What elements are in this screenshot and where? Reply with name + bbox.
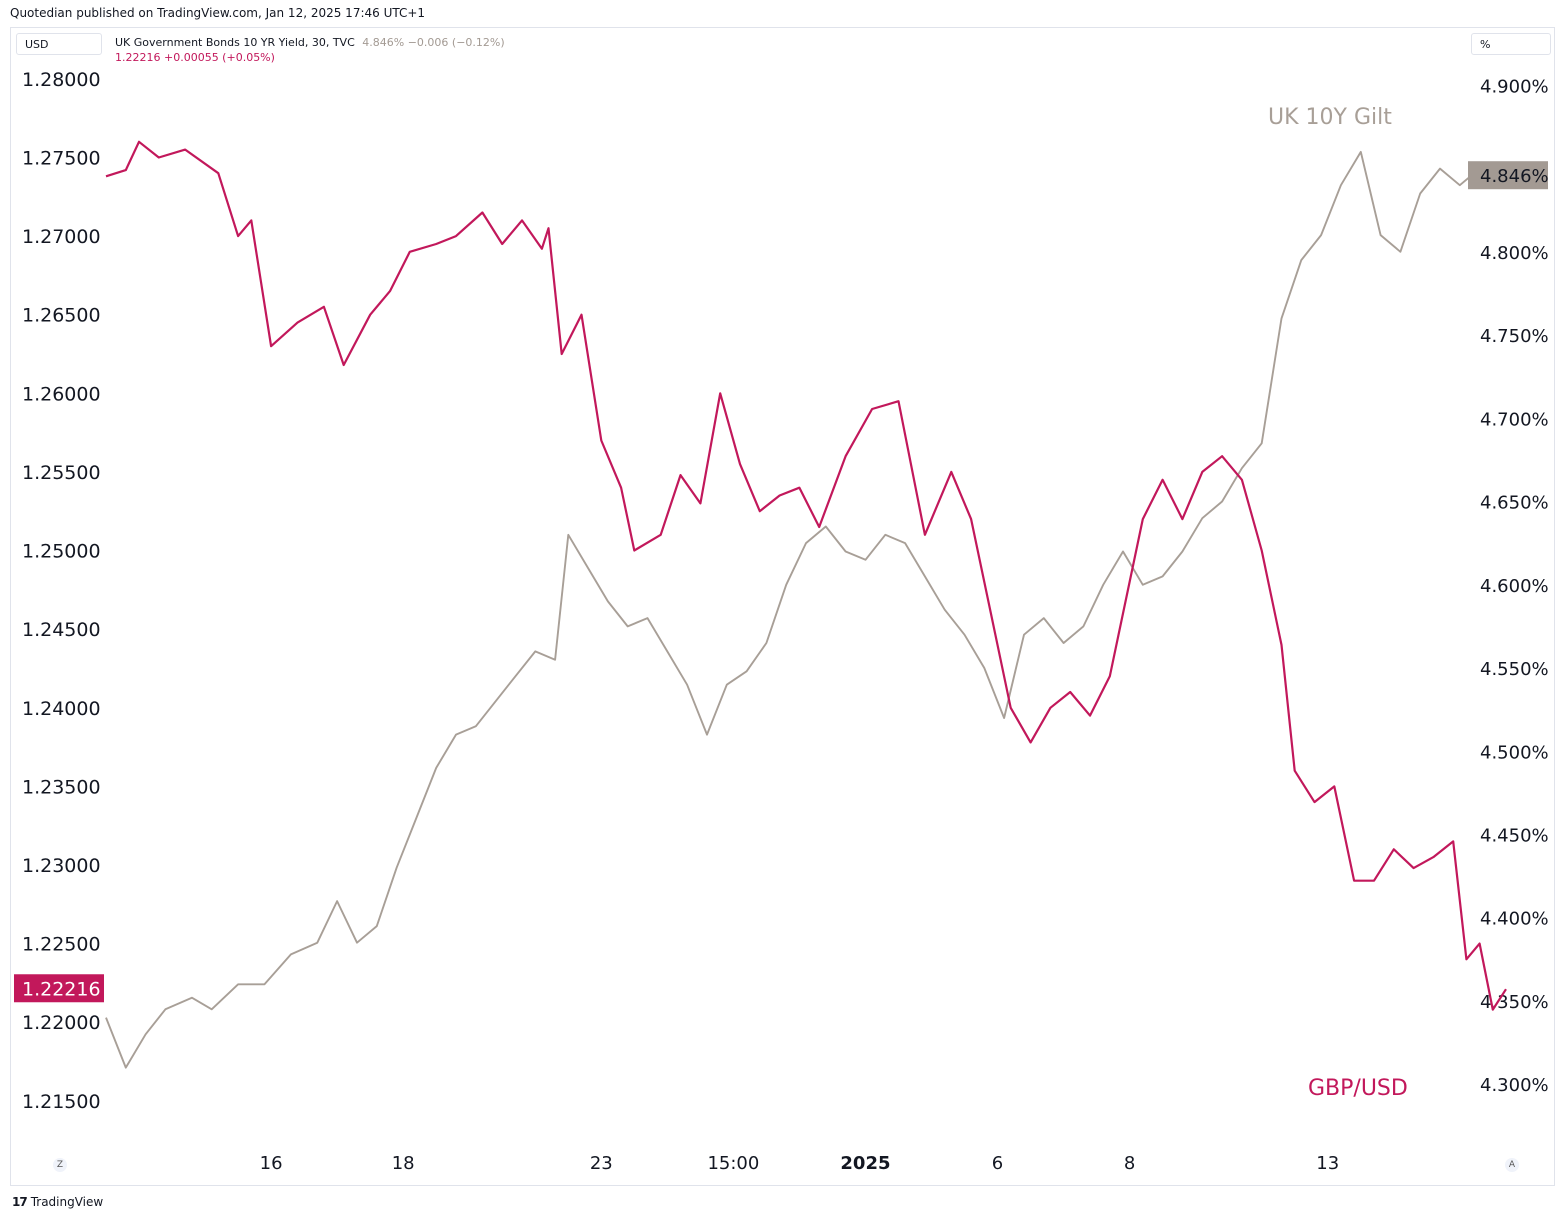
gilt-last-value-badge xyxy=(1468,161,1548,190)
left-tick-label: 1.27500 xyxy=(22,147,101,169)
left-tick-label: 1.23500 xyxy=(22,776,101,798)
left-tick-label: 1.26000 xyxy=(22,383,101,405)
right-price-axis[interactable]: 4.900%4.850%4.800%4.750%4.700%4.650%4.60… xyxy=(1480,76,1549,1096)
left-unit-selector[interactable]: USD xyxy=(16,33,102,55)
left-tick-label: 1.25500 xyxy=(22,462,101,484)
right-tick-label: 4.300% xyxy=(1480,1075,1549,1096)
right-tick-label: 4.600% xyxy=(1480,576,1549,597)
right-tick-label: 4.350% xyxy=(1480,992,1549,1013)
gbpusd-line xyxy=(105,140,1507,1011)
x-tick-label: 8 xyxy=(1124,1153,1135,1174)
x-tick-label: 6 xyxy=(992,1153,1003,1174)
series-layer xyxy=(105,140,1507,1069)
tradingview-logo-icon[interactable]: 17 xyxy=(12,1195,28,1209)
gbpusd-annotation: GBP/USD xyxy=(1308,1076,1408,1101)
publisher-line: Quotedian published on TradingView.com, … xyxy=(10,6,426,20)
right-tick-label: 4.500% xyxy=(1480,742,1549,763)
x-tick-label: 23 xyxy=(590,1153,613,1174)
left-tick-label: 1.25000 xyxy=(22,541,101,563)
x-tick-label: 16 xyxy=(260,1153,283,1174)
right-tick-label: 4.400% xyxy=(1480,909,1549,930)
right-tick-label: 4.900% xyxy=(1480,76,1549,97)
left-tick-label: 1.21500 xyxy=(22,1091,101,1113)
right-tick-label: 4.450% xyxy=(1480,826,1549,847)
auto-scale-right-button[interactable]: A xyxy=(1505,1158,1519,1172)
series-legend: UK Government Bonds 10 YR Yield, 30, TVC… xyxy=(115,35,505,65)
x-tick-label: 15:00 xyxy=(707,1153,759,1174)
legend-gilt-values: 4.846% −0.006 (−0.12%) xyxy=(362,36,505,49)
chart-frame xyxy=(10,27,1555,1186)
right-tick-label: 4.800% xyxy=(1480,243,1549,264)
gbpusd-last-value-label: 1.22216 xyxy=(22,978,101,1000)
left-tick-label: 1.28000 xyxy=(22,69,101,91)
footer-brand[interactable]: TradingView xyxy=(30,1195,104,1209)
legend-fx-values: 1.22216 +0.00055 (+0.05%) xyxy=(115,51,275,64)
auto-scale-left-button[interactable]: Z xyxy=(53,1158,67,1172)
left-tick-label: 1.24500 xyxy=(22,619,101,641)
gilt-last-value-label: 4.846% xyxy=(1480,166,1549,187)
right-tick-label: 4.550% xyxy=(1480,659,1549,680)
left-tick-label: 1.26500 xyxy=(22,305,101,327)
x-tick-label: 13 xyxy=(1316,1153,1339,1174)
right-unit-selector[interactable]: % xyxy=(1471,33,1551,55)
left-tick-label: 1.23000 xyxy=(22,855,101,877)
left-tick-label: 1.27000 xyxy=(22,226,101,248)
left-tick-label: 1.22500 xyxy=(22,934,101,956)
x-tick-label: 18 xyxy=(392,1153,415,1174)
gbpusd-last-value-badge xyxy=(14,974,104,1003)
gilt-annotation: UK 10Y Gilt xyxy=(1268,105,1392,130)
left-tick-label: 1.24000 xyxy=(22,698,101,720)
x-tick-label: 2025 xyxy=(840,1153,890,1174)
left-tick-label: 1.22000 xyxy=(22,1012,101,1034)
right-tick-label: 4.750% xyxy=(1480,326,1549,347)
right-tick-label: 4.650% xyxy=(1480,493,1549,514)
legend-gilt-title[interactable]: UK Government Bonds 10 YR Yield, 30, TVC xyxy=(115,36,355,49)
last-value-badges: 1.22216 4.846% xyxy=(14,161,1549,1003)
series-annotations: UK 10Y Gilt GBP/USD xyxy=(1268,105,1408,1101)
gilt-line xyxy=(105,150,1494,1069)
time-axis[interactable]: 16 18 23 15:00 2025 6 8 13 xyxy=(260,1153,1340,1174)
left-price-axis[interactable]: 1.28000 1.27500 1.27000 1.26500 1.26000 1.255… xyxy=(22,69,101,1113)
right-tick-label: 4.700% xyxy=(1480,409,1549,430)
footer: 17 TradingView xyxy=(12,1195,103,1209)
